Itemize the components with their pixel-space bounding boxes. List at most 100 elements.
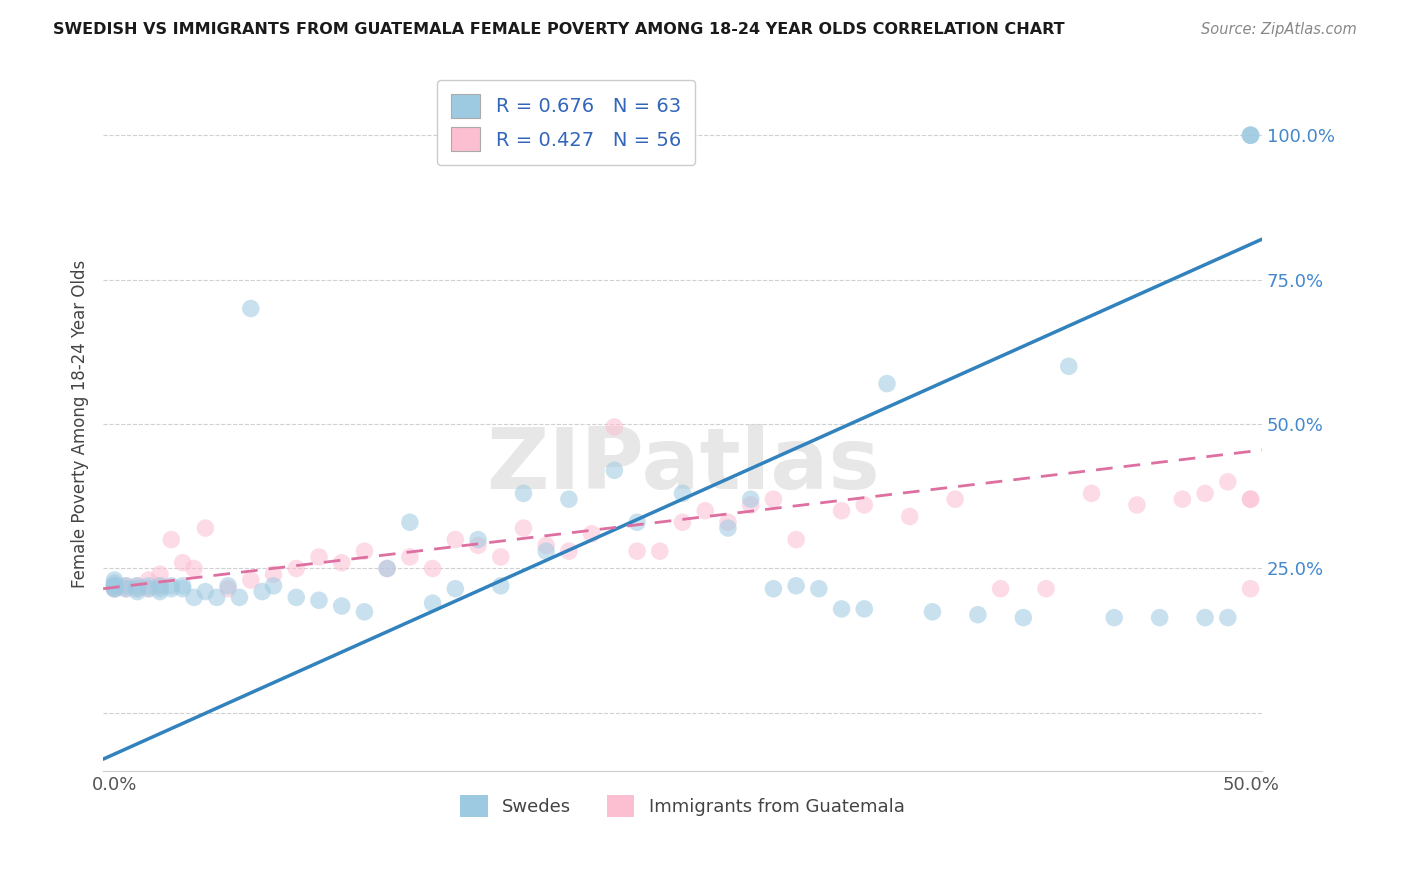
- Point: [285, 561, 308, 575]
- Point: [558, 492, 581, 507]
- Point: [717, 521, 740, 535]
- Point: [172, 582, 194, 596]
- Point: [160, 582, 183, 596]
- Point: [1035, 582, 1057, 596]
- Point: [160, 533, 183, 547]
- Point: [1057, 359, 1080, 374]
- Point: [648, 544, 671, 558]
- Point: [138, 573, 160, 587]
- Point: [807, 582, 830, 596]
- Point: [127, 582, 149, 596]
- Point: [1239, 128, 1261, 143]
- Point: [422, 561, 444, 575]
- Point: [831, 504, 853, 518]
- Point: [172, 556, 194, 570]
- Point: [115, 579, 138, 593]
- Point: [103, 579, 125, 593]
- Point: [1194, 486, 1216, 500]
- Point: [263, 579, 285, 593]
- Point: [127, 582, 149, 596]
- Point: [205, 591, 228, 605]
- Point: [103, 582, 125, 596]
- Point: [228, 591, 250, 605]
- Point: [194, 521, 217, 535]
- Point: [1149, 610, 1171, 624]
- Point: [149, 579, 172, 593]
- Point: [250, 584, 273, 599]
- Text: ZIPatlas: ZIPatlas: [485, 425, 879, 508]
- Point: [103, 579, 125, 593]
- Point: [717, 516, 740, 530]
- Point: [127, 584, 149, 599]
- Point: [103, 573, 125, 587]
- Point: [1239, 128, 1261, 143]
- Point: [149, 582, 172, 596]
- Point: [353, 544, 375, 558]
- Point: [967, 607, 990, 622]
- Point: [1239, 128, 1261, 143]
- Point: [127, 579, 149, 593]
- Point: [921, 605, 943, 619]
- Point: [375, 561, 398, 575]
- Point: [1216, 610, 1239, 624]
- Point: [239, 573, 262, 587]
- Point: [943, 492, 966, 507]
- Point: [1171, 492, 1194, 507]
- Point: [534, 538, 557, 552]
- Point: [740, 492, 762, 507]
- Point: [103, 579, 125, 593]
- Point: [115, 582, 138, 596]
- Point: [512, 521, 534, 535]
- Point: [762, 492, 785, 507]
- Point: [1126, 498, 1149, 512]
- Point: [103, 576, 125, 591]
- Point: [581, 526, 603, 541]
- Text: SWEDISH VS IMMIGRANTS FROM GUATEMALA FEMALE POVERTY AMONG 18-24 YEAR OLDS CORREL: SWEDISH VS IMMIGRANTS FROM GUATEMALA FEM…: [53, 22, 1066, 37]
- Point: [149, 584, 172, 599]
- Point: [785, 533, 807, 547]
- Point: [115, 579, 138, 593]
- Point: [853, 498, 876, 512]
- Point: [138, 582, 160, 596]
- Point: [1012, 610, 1035, 624]
- Text: Source: ZipAtlas.com: Source: ZipAtlas.com: [1201, 22, 1357, 37]
- Point: [138, 582, 160, 596]
- Point: [285, 591, 308, 605]
- Point: [160, 579, 183, 593]
- Point: [194, 584, 217, 599]
- Point: [512, 486, 534, 500]
- Point: [1239, 492, 1261, 507]
- Point: [990, 582, 1012, 596]
- Point: [308, 549, 330, 564]
- Point: [103, 582, 125, 596]
- Point: [853, 602, 876, 616]
- Point: [399, 549, 422, 564]
- Point: [375, 561, 398, 575]
- Point: [149, 579, 172, 593]
- Point: [444, 533, 467, 547]
- Point: [671, 516, 693, 530]
- Point: [671, 486, 693, 500]
- Point: [353, 605, 375, 619]
- Point: [103, 582, 125, 596]
- Point: [467, 538, 489, 552]
- Point: [876, 376, 898, 391]
- Point: [183, 561, 205, 575]
- Legend: Swedes, Immigrants from Guatemala: Swedes, Immigrants from Guatemala: [453, 788, 912, 824]
- Point: [1216, 475, 1239, 489]
- Point: [1239, 582, 1261, 596]
- Point: [308, 593, 330, 607]
- Point: [444, 582, 467, 596]
- Point: [103, 579, 125, 593]
- Point: [1102, 610, 1125, 624]
- Point: [603, 420, 626, 434]
- Point: [422, 596, 444, 610]
- Point: [898, 509, 921, 524]
- Point: [603, 463, 626, 477]
- Point: [467, 533, 489, 547]
- Point: [330, 599, 353, 613]
- Point: [695, 504, 717, 518]
- Point: [217, 582, 239, 596]
- Point: [740, 498, 762, 512]
- Point: [115, 582, 138, 596]
